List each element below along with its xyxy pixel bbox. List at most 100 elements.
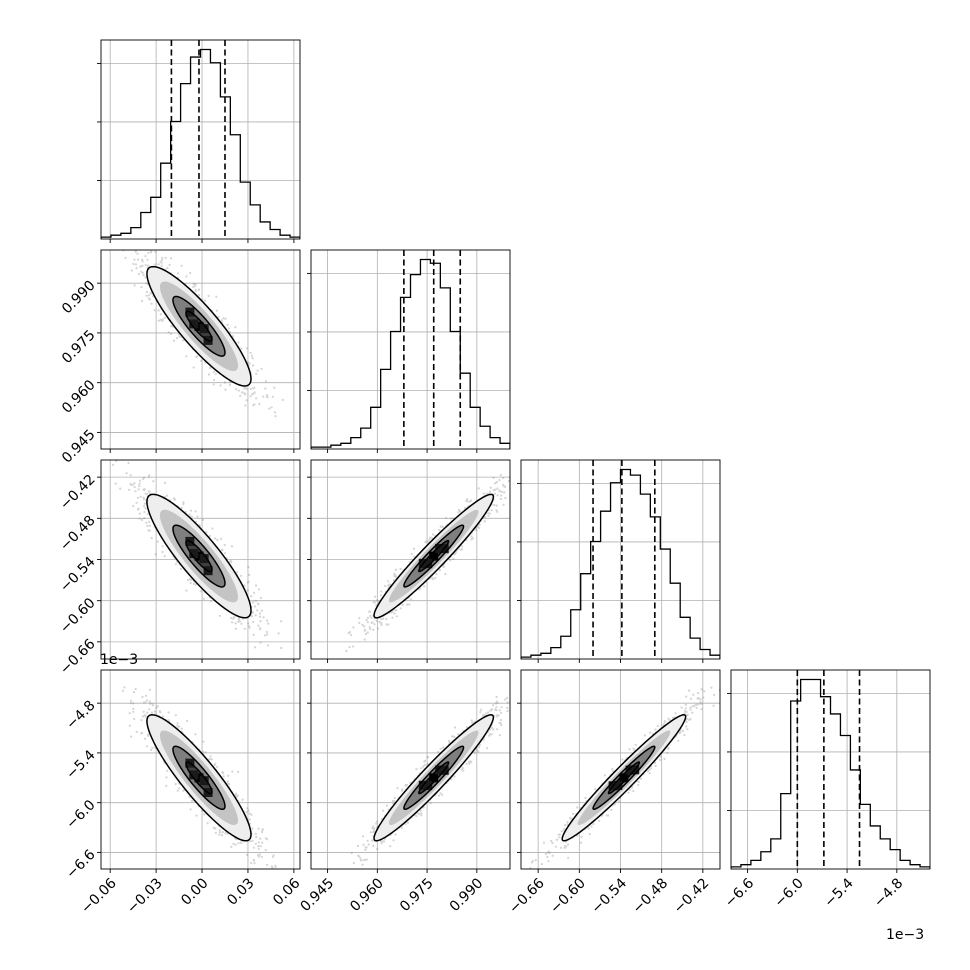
y-tick-label-3-0: −6.6 [63, 847, 98, 882]
contour-line-1 [172, 524, 226, 588]
panel-content [521, 670, 720, 869]
x-tick-label-3-2: −5.4 [821, 875, 856, 910]
contour-line-2 [146, 714, 252, 842]
panel-frame [100, 669, 301, 870]
panel-3-2 [517, 669, 721, 873]
panel-content [101, 460, 300, 659]
histogram-3 [731, 678, 930, 869]
contour-line-1 [172, 295, 226, 357]
density-block-0 [429, 551, 439, 561]
panel-content [311, 460, 510, 659]
panel-1-0 [97, 249, 301, 453]
panel-frame [310, 459, 511, 660]
panel-frame [730, 669, 931, 870]
x-tick-label-0-1: −0.03 [124, 875, 166, 917]
panel-1-1 [307, 249, 511, 453]
panel-background [101, 40, 300, 239]
y-tick-label-1-1: 0.960 [59, 377, 99, 417]
contour-line-1 [403, 524, 465, 588]
density-block-3 [199, 554, 209, 564]
y-tick-label-3-2: −5.4 [63, 747, 98, 782]
panel-3-3 [727, 669, 931, 873]
density-block-0 [429, 773, 439, 783]
panel-2-2 [517, 459, 721, 663]
histogram-1 [311, 258, 510, 449]
y-tick-label-3-1: −6.0 [63, 797, 98, 832]
panel-3-0 [97, 669, 301, 873]
density-block-3 [435, 543, 445, 553]
panel-frame [100, 459, 301, 660]
panel-content [521, 460, 720, 659]
density-block-4 [423, 559, 433, 569]
density-block-4 [189, 549, 199, 559]
panel-content [101, 250, 300, 449]
panel-content [101, 40, 300, 239]
density-block-3 [199, 776, 209, 786]
y-tick-label-2-3: −0.48 [57, 513, 99, 555]
y-tick-label-2-2: −0.54 [57, 554, 99, 596]
contour-line-2 [373, 493, 495, 619]
contour-line-0 [418, 539, 450, 573]
panel-frame [100, 249, 301, 450]
x-tick-label-0-2: 0.00 [178, 875, 211, 908]
panels-layer [97, 39, 931, 873]
density-block-3 [625, 765, 635, 775]
density-block-3 [435, 765, 445, 775]
density-block-4 [613, 780, 623, 790]
x-tick-label-2-4: −0.42 [671, 875, 713, 917]
x-tick-label-1-0: 0.945 [298, 875, 338, 915]
panel-content [311, 670, 510, 869]
contour-line-1 [403, 745, 465, 811]
panel-frame [310, 669, 511, 870]
contour-line-0 [185, 539, 213, 573]
contour-line-2 [373, 714, 495, 842]
density-block-4 [189, 770, 199, 780]
contour-line-2 [146, 265, 252, 387]
x-tick-label-3-3: −4.8 [871, 875, 906, 910]
y-tick-label-3-3: −4.8 [63, 698, 98, 733]
x-tick-label-1-2: 0.975 [397, 875, 437, 915]
panel-frame [310, 249, 511, 450]
contour-line-2 [146, 493, 252, 619]
panel-content [311, 250, 510, 449]
panel-content [731, 670, 930, 869]
histogram-0 [101, 48, 300, 239]
x-tick-label-1-1: 0.960 [347, 875, 387, 915]
density-block-4 [423, 781, 433, 791]
density-block-0 [194, 773, 204, 783]
density-block-4 [189, 319, 199, 329]
x-tick-label-2-0: −0.66 [506, 875, 548, 917]
panel-frame [100, 39, 301, 240]
panel-2-0 [97, 459, 301, 663]
panel-frame [520, 459, 721, 660]
contour-line-0 [185, 761, 213, 795]
y-tick-label-2-0: −0.66 [57, 636, 99, 678]
x-tick-label-1-3: 0.990 [447, 875, 487, 915]
density-block-0 [619, 773, 629, 783]
histogram-2 [521, 468, 720, 659]
density-block-0 [194, 551, 204, 561]
panel-content [101, 670, 300, 869]
x-tick-label-2-1: −0.60 [547, 875, 589, 917]
y-tick-label-1-3: 0.990 [59, 278, 99, 318]
y-tick-label-1-2: 0.975 [59, 327, 99, 367]
y-tick-label-1-0: 0.945 [59, 427, 99, 467]
offset-label-y-row3: 1e−3 [100, 652, 138, 668]
panel-2-1 [307, 459, 511, 663]
x-tick-label-2-3: −0.48 [630, 875, 672, 917]
x-tick-label-0-0: −0.06 [78, 875, 120, 917]
contour-line-0 [185, 310, 213, 342]
contour-line-2 [561, 714, 687, 842]
panel-background [311, 670, 510, 869]
x-tick-label-3-1: −6.0 [772, 875, 807, 910]
panel-0-0 [97, 39, 301, 243]
y-tick-label-2-4: −0.42 [57, 472, 99, 514]
density-block-0 [194, 321, 204, 331]
x-tick-label-0-3: 0.03 [224, 875, 257, 908]
y-tick-label-2-1: −0.60 [57, 595, 99, 637]
offset-label-x-col3: 1e−3 [886, 927, 924, 943]
x-tick-label-3-0: −6.6 [722, 875, 757, 910]
contour-line-0 [418, 761, 450, 795]
x-tick-label-2-2: −0.54 [588, 875, 630, 917]
